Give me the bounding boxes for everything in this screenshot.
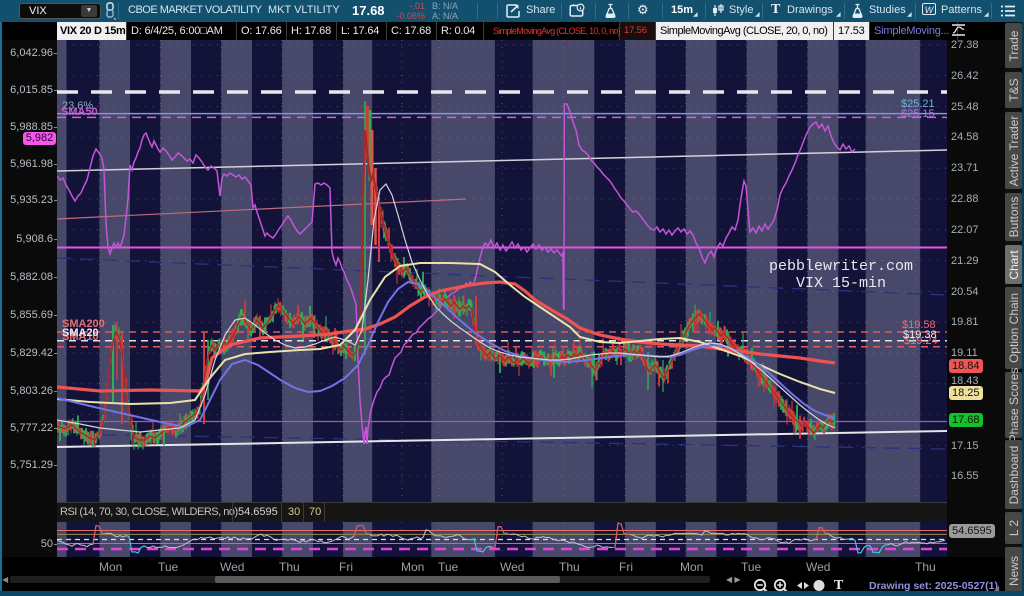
- svg-text:$25.21: $25.21: [901, 98, 935, 110]
- svg-text:23.6%: 23.6%: [62, 100, 93, 112]
- svg-text:VIX 15-min: VIX 15-min: [796, 275, 886, 292]
- svg-text:SMA20: SMA20: [62, 327, 99, 339]
- svg-text:$25.15: $25.15: [901, 108, 935, 120]
- svg-text:$19.38: $19.38: [903, 329, 937, 341]
- svg-text:SMA200: SMA200: [62, 318, 105, 330]
- svg-text:$19.24: $19.24: [904, 335, 938, 347]
- svg-text:$19.58: $19.58: [902, 319, 936, 331]
- svg-text:SMA10: SMA10: [62, 331, 99, 343]
- svg-text:SMA50: SMA50: [61, 106, 98, 118]
- svg-text:pebblewriter.com: pebblewriter.com: [769, 258, 913, 275]
